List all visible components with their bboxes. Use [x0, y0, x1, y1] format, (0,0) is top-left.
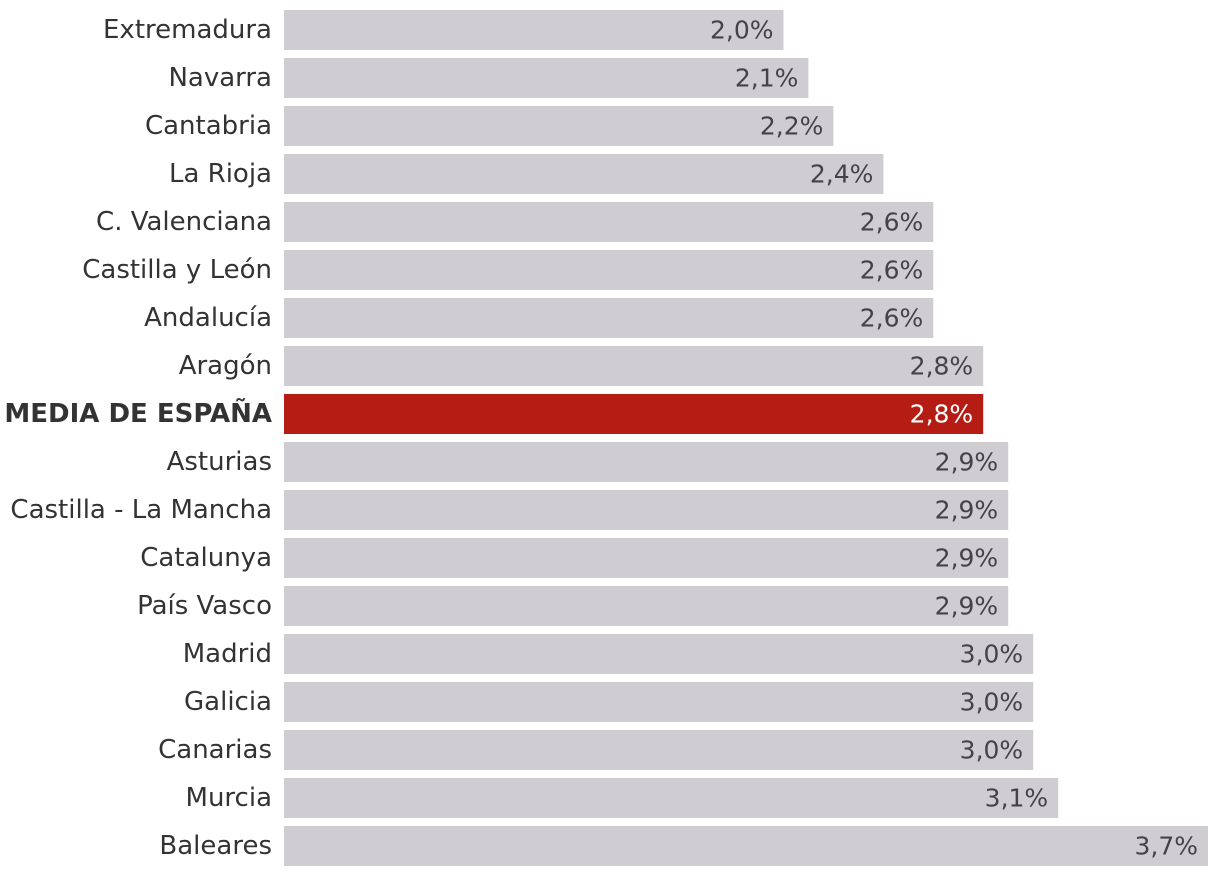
category-label: País Vasco [137, 591, 272, 621]
category-label: Aragón [179, 351, 272, 381]
value-label: 2,9% [935, 592, 999, 621]
category-label: Extremadura [103, 15, 272, 45]
value-label: 3,7% [1134, 832, 1198, 861]
bar [284, 442, 1009, 482]
category-label: Cantabria [145, 111, 272, 141]
value-label: 2,4% [810, 160, 874, 189]
category-label: Andalucía [144, 303, 272, 333]
bar [284, 826, 1208, 866]
value-label: 2,6% [860, 256, 924, 285]
value-label: 2,1% [735, 64, 799, 93]
bar-highlight [284, 394, 984, 434]
value-label: 2,9% [935, 496, 999, 525]
bar [284, 106, 834, 146]
category-label: Asturias [167, 447, 272, 477]
category-label: C. Valenciana [96, 207, 272, 237]
bar [284, 154, 884, 194]
category-label: La Rioja [169, 159, 272, 189]
category-label: Murcia [186, 783, 272, 813]
value-label: 2,9% [935, 544, 999, 573]
category-label: Catalunya [140, 543, 272, 573]
bar [284, 730, 1034, 770]
bar [284, 634, 1034, 674]
value-label: 3,0% [960, 640, 1024, 669]
value-label: 2,2% [760, 112, 824, 141]
category-label: Madrid [183, 639, 272, 669]
bar [284, 10, 784, 50]
bar [284, 682, 1034, 722]
bar [284, 58, 809, 98]
value-label: 2,0% [710, 16, 774, 45]
value-label: 2,9% [935, 448, 999, 477]
value-label: 2,8% [910, 400, 974, 429]
category-label: Galicia [184, 687, 272, 717]
bar [284, 202, 934, 242]
bar [284, 778, 1059, 818]
value-label: 2,6% [860, 304, 924, 333]
value-label: 3,0% [960, 736, 1024, 765]
bar [284, 298, 934, 338]
value-label: 2,6% [860, 208, 924, 237]
bar [284, 250, 934, 290]
category-label: Castilla - La Mancha [10, 495, 272, 525]
category-label: MEDIA DE ESPAÑA [4, 397, 272, 429]
bar [284, 586, 1009, 626]
value-label: 3,0% [960, 688, 1024, 717]
category-labels-group: Extremadura Navarra Cantabria La Rioja C. Va… [4, 15, 272, 861]
value-label: 2,8% [910, 352, 974, 381]
bars-group [284, 10, 1208, 866]
category-label: Baleares [159, 831, 272, 861]
category-label: Canarias [158, 735, 272, 765]
bar [284, 346, 984, 386]
category-label: Navarra [168, 63, 272, 93]
category-label: Castilla y León [82, 255, 272, 285]
value-labels-group: 2,0% 2,1% 2,2% 2,4% 2,6% 2,6% 2,6% 2,8% 2,8% 2,9%… [710, 16, 1198, 861]
value-label: 3,1% [985, 784, 1049, 813]
bar [284, 538, 1009, 578]
bar [284, 490, 1009, 530]
